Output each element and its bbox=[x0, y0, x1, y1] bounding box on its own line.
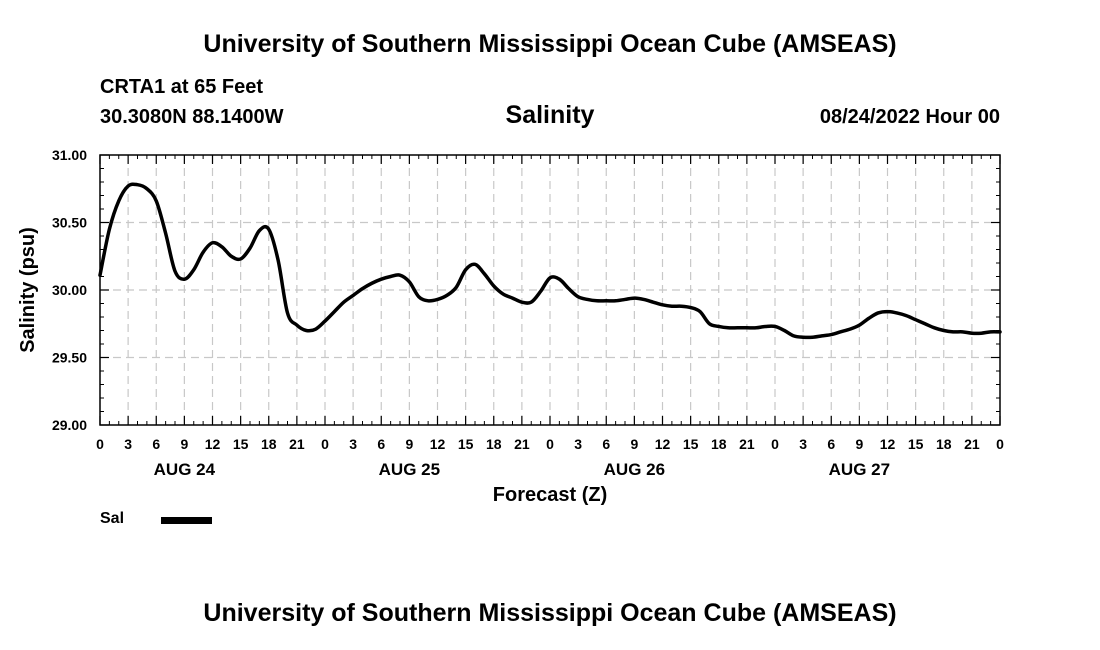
y-tick-label: 30.50 bbox=[52, 215, 87, 231]
x-tick-label: 12 bbox=[430, 436, 446, 452]
x-tick-label: 6 bbox=[152, 436, 160, 452]
x-tick-label: 15 bbox=[683, 436, 699, 452]
x-tick-label: 21 bbox=[964, 436, 980, 452]
plot-frame bbox=[99, 154, 1001, 426]
x-tick-label: 18 bbox=[936, 436, 952, 452]
y-tick-labels: 29.00 29.50 30.00 30.50 31.00 bbox=[52, 147, 87, 433]
y-axis-title: Salinity (psu) bbox=[17, 227, 39, 353]
chart-main-title: University of Southern Mississippi Ocean… bbox=[203, 30, 897, 58]
series-line-sal bbox=[98, 182, 1002, 340]
x-tick-label: 18 bbox=[486, 436, 502, 452]
station-label: CRTA1 at 65 Feet bbox=[100, 76, 264, 98]
x-tick-label: 21 bbox=[739, 436, 755, 452]
legend-label: Sal bbox=[100, 510, 125, 527]
x-tick-label: 21 bbox=[514, 436, 530, 452]
y-tick-label: 31.00 bbox=[52, 147, 87, 163]
x-tick-label: 21 bbox=[289, 436, 305, 452]
x-tick-label: 6 bbox=[827, 436, 835, 452]
x-tick-label: 9 bbox=[630, 436, 638, 452]
x-tick-label: 6 bbox=[377, 436, 385, 452]
x-tick-label: 12 bbox=[880, 436, 896, 452]
x-tick-label: 0 bbox=[546, 436, 554, 452]
date-label: AUG 24 bbox=[154, 460, 216, 479]
x-tick-label: 3 bbox=[349, 436, 357, 452]
grid bbox=[100, 155, 1000, 425]
chart-footer-title: University of Southern Mississippi Ocean… bbox=[203, 599, 897, 627]
x-tick-label: 0 bbox=[321, 436, 329, 452]
y-tick-label: 29.00 bbox=[52, 417, 87, 433]
x-tick-label: 0 bbox=[96, 436, 104, 452]
x-tick-label: 3 bbox=[799, 436, 807, 452]
forecast-datetime: 08/24/2022 Hour 00 bbox=[819, 106, 1000, 128]
x-tick-label: 6 bbox=[602, 436, 610, 452]
parameter-title: Salinity bbox=[505, 101, 595, 129]
x-tick-label: 9 bbox=[180, 436, 188, 452]
x-tick-label: 12 bbox=[655, 436, 671, 452]
x-tick-label: 15 bbox=[458, 436, 474, 452]
x-tick-label: 15 bbox=[233, 436, 249, 452]
x-tick-label: 0 bbox=[996, 436, 1004, 452]
x-tick-labels: 0 3 6 9 12 15 18 21 0 3 6 9 12 15 18 21 0 3 6 9 12 15 18 21 0 3 6 9… bbox=[96, 436, 1004, 452]
date-labels: AUG 24 AUG 25 AUG 26 AUG 27 bbox=[154, 460, 890, 479]
x-tick-label: 18 bbox=[261, 436, 277, 452]
x-tick-label: 15 bbox=[908, 436, 924, 452]
y-tick-label: 30.00 bbox=[52, 282, 87, 298]
x-tick-label: 9 bbox=[405, 436, 413, 452]
date-label: AUG 26 bbox=[604, 460, 665, 479]
x-tick-label: 18 bbox=[711, 436, 727, 452]
x-axis-title: Forecast (Z) bbox=[493, 484, 607, 506]
x-tick-label: 9 bbox=[855, 436, 863, 452]
x-tick-label: 0 bbox=[771, 436, 779, 452]
x-tick-label: 3 bbox=[574, 436, 582, 452]
station-coordinates: 30.3080N 88.1400W bbox=[100, 106, 284, 128]
date-label: AUG 27 bbox=[829, 460, 890, 479]
y-tick-label: 29.50 bbox=[52, 350, 87, 366]
legend-swatch bbox=[161, 517, 212, 524]
date-label: AUG 25 bbox=[379, 460, 440, 479]
x-tick-label: 12 bbox=[205, 436, 221, 452]
x-tick-label: 3 bbox=[124, 436, 132, 452]
